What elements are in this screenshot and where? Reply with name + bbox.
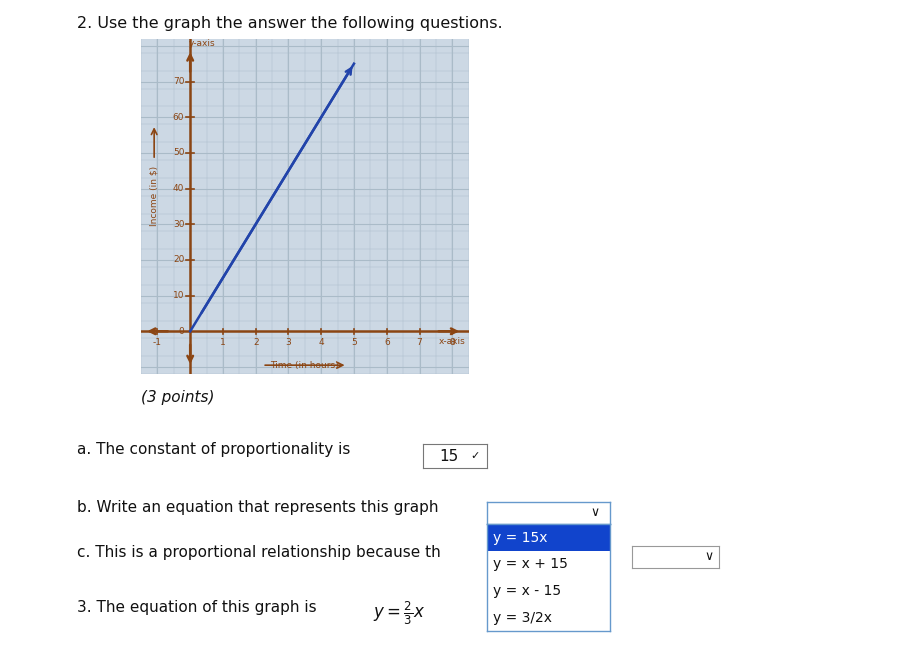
Text: b. Write an equation that represents this graph: b. Write an equation that represents thi…	[77, 500, 439, 515]
Text: c. This is a proportional relationship because th: c. This is a proportional relationship b…	[77, 545, 441, 560]
Text: 60: 60	[173, 113, 185, 122]
Text: ∨: ∨	[704, 550, 713, 563]
Text: ∨: ∨	[591, 506, 600, 519]
FancyBboxPatch shape	[487, 524, 610, 551]
Text: y = x + 15: y = x + 15	[493, 557, 568, 571]
Text: Time (in hours): Time (in hours)	[270, 361, 339, 370]
Text: 10: 10	[173, 291, 185, 300]
Text: y = 3/2x: y = 3/2x	[493, 611, 552, 624]
Text: 15: 15	[440, 448, 459, 464]
Text: -1: -1	[153, 339, 162, 348]
Text: 50: 50	[173, 148, 185, 157]
Text: y-axis: y-axis	[188, 39, 215, 48]
Text: 5: 5	[351, 339, 357, 348]
Text: y = x - 15: y = x - 15	[493, 584, 561, 598]
Text: 6: 6	[384, 339, 389, 348]
Text: 7: 7	[417, 339, 422, 348]
Text: (3 points): (3 points)	[141, 390, 215, 405]
Text: 8: 8	[450, 339, 455, 348]
Text: y = 15x: y = 15x	[493, 531, 548, 544]
Text: 30: 30	[173, 220, 185, 229]
Text: 1: 1	[220, 339, 226, 348]
Text: 40: 40	[173, 184, 185, 193]
Text: 3: 3	[286, 339, 291, 348]
Text: 20: 20	[173, 255, 185, 264]
Text: 70: 70	[173, 77, 185, 86]
Text: Income (in $): Income (in $)	[149, 166, 158, 226]
Text: $y = \frac{2}{3}x$: $y = \frac{2}{3}x$	[373, 600, 425, 627]
Text: 0: 0	[178, 327, 185, 336]
Text: 2: 2	[253, 339, 258, 348]
Text: 2. Use the graph the answer the following questions.: 2. Use the graph the answer the followin…	[77, 16, 503, 31]
Text: a. The constant of proportionality is: a. The constant of proportionality is	[77, 442, 350, 457]
Text: ✓: ✓	[470, 451, 480, 461]
Text: 3. The equation of this graph is: 3. The equation of this graph is	[77, 600, 317, 615]
Text: 4: 4	[318, 339, 324, 348]
Text: x-axis: x-axis	[439, 337, 465, 346]
